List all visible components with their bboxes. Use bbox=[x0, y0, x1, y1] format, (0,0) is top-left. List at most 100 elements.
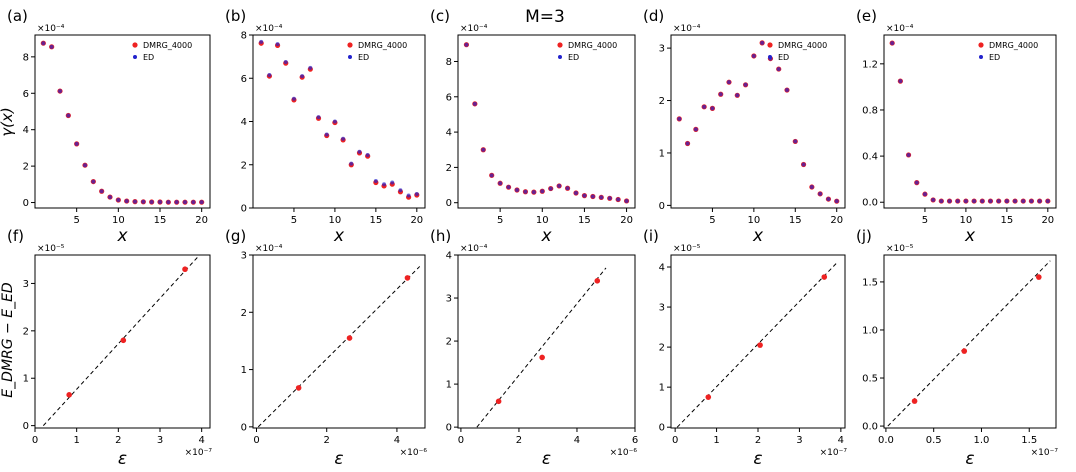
y-tick-label: 1 bbox=[446, 380, 452, 391]
point-ed bbox=[506, 185, 511, 190]
legend-marker-dmrg bbox=[347, 42, 353, 48]
y-tick-label: 2 bbox=[446, 163, 452, 174]
x-tick-label: 10 bbox=[747, 215, 760, 226]
point-ed bbox=[1045, 199, 1050, 204]
point-ed bbox=[988, 199, 993, 204]
data-point bbox=[66, 392, 72, 398]
legend-marker-dmrg bbox=[767, 42, 773, 48]
x-tick-label: 5 bbox=[73, 215, 79, 226]
panel-label: (a) bbox=[7, 7, 28, 25]
point-ed bbox=[58, 89, 62, 94]
point-ed bbox=[785, 88, 789, 93]
x-tick-label: 3 bbox=[796, 435, 802, 446]
point-ed bbox=[947, 199, 952, 204]
x-tick-label: 15 bbox=[154, 215, 167, 226]
legend-label-dmrg: DMRG_4000 bbox=[358, 41, 407, 50]
y-tick-label: 1 bbox=[659, 148, 665, 159]
point-ed bbox=[693, 127, 698, 132]
x-axis-label: ε bbox=[542, 449, 551, 469]
plot-frame bbox=[883, 34, 1057, 209]
point-ed bbox=[980, 199, 985, 204]
x-tick-label: 15 bbox=[1000, 215, 1013, 226]
x-tick-label: 15 bbox=[369, 215, 382, 226]
y-tick-label: 3 bbox=[446, 294, 452, 305]
x-tick-label: 10 bbox=[112, 215, 125, 226]
x-axis-label: ε bbox=[118, 449, 127, 469]
point-ed bbox=[727, 80, 731, 85]
point-ed bbox=[174, 200, 179, 205]
point-ed bbox=[590, 194, 595, 199]
point-ed bbox=[308, 65, 313, 70]
x-tick-label: 20 bbox=[410, 215, 423, 226]
legend-marker-ed bbox=[979, 55, 983, 59]
point-ed bbox=[341, 136, 346, 141]
x-axis-label: ε bbox=[753, 449, 762, 469]
x-tick-label: 0.0 bbox=[878, 435, 894, 446]
point-ed bbox=[531, 190, 536, 195]
point-ed bbox=[74, 141, 79, 146]
x-multiplier: ×10⁻⁷ bbox=[1031, 448, 1059, 458]
point-ed bbox=[685, 141, 690, 146]
y-multiplier: ×10⁻⁴ bbox=[460, 244, 488, 254]
legend-label-ed: ED bbox=[778, 53, 789, 62]
point-ed bbox=[523, 189, 528, 194]
x-tick-label: 20 bbox=[620, 215, 633, 226]
legend-marker-ed bbox=[133, 55, 137, 59]
y-tick-label: 6 bbox=[23, 89, 29, 100]
y-tick-label: 4 bbox=[23, 125, 29, 136]
x-axis-label: x bbox=[116, 226, 128, 246]
point-ed bbox=[489, 173, 494, 178]
legend-label-ed: ED bbox=[568, 53, 579, 62]
y-tick-label: 1 bbox=[241, 365, 247, 376]
point-ed bbox=[275, 42, 280, 47]
point-ed bbox=[939, 199, 944, 204]
point-ed bbox=[133, 199, 137, 204]
y-tick-label: 0 bbox=[23, 421, 29, 432]
x-tick-label: 1 bbox=[713, 435, 719, 446]
point-ed bbox=[996, 199, 1001, 204]
x-tick-label: 0.5 bbox=[926, 435, 942, 446]
point-ed bbox=[793, 139, 798, 144]
point-ed bbox=[108, 195, 112, 200]
plot-frame bbox=[34, 254, 211, 429]
point-ed bbox=[166, 200, 171, 205]
panel-label: (b) bbox=[225, 7, 246, 25]
point-ed bbox=[1004, 199, 1009, 204]
x-tick-label: 0 bbox=[458, 435, 464, 446]
point-ed bbox=[158, 199, 162, 204]
x-tick-label: 2 bbox=[755, 435, 761, 446]
plot-frame bbox=[457, 254, 636, 429]
data-point bbox=[346, 335, 353, 341]
legend-label-ed: ED bbox=[358, 53, 369, 62]
point-ed bbox=[414, 191, 419, 196]
y-multiplier: ×10⁻⁵ bbox=[886, 244, 914, 254]
x-tick-label: 2 bbox=[324, 435, 330, 446]
point-ed bbox=[124, 199, 129, 204]
x-tick-label: 1.5 bbox=[1021, 435, 1037, 446]
point-ed bbox=[1021, 199, 1026, 204]
data-point bbox=[295, 385, 302, 391]
x-axis-label: x bbox=[964, 226, 976, 246]
plot-frame bbox=[252, 254, 426, 429]
panel-label: (j) bbox=[856, 227, 872, 245]
y-tick-label: 2 bbox=[659, 96, 665, 107]
point-ed bbox=[914, 180, 919, 185]
point-ed bbox=[801, 162, 806, 167]
data-point bbox=[961, 348, 968, 354]
point-ed bbox=[776, 67, 781, 72]
point-ed bbox=[710, 106, 715, 111]
point-ed bbox=[66, 113, 71, 118]
x-multiplier: ×10⁻⁷ bbox=[820, 448, 848, 458]
y-tick-label: 0.8 bbox=[862, 105, 878, 116]
point-ed bbox=[324, 132, 329, 137]
x-tick-label: 6 bbox=[632, 435, 638, 446]
data-point bbox=[404, 275, 411, 281]
legend-marker-dmrg bbox=[132, 42, 138, 48]
y-multiplier: ×10⁻⁴ bbox=[886, 24, 914, 34]
x-tick-label: 15 bbox=[789, 215, 802, 226]
point-ed bbox=[291, 96, 296, 101]
y-multiplier: ×10⁻⁵ bbox=[673, 244, 701, 254]
plot-frame bbox=[34, 34, 211, 209]
point-ed bbox=[890, 41, 895, 46]
